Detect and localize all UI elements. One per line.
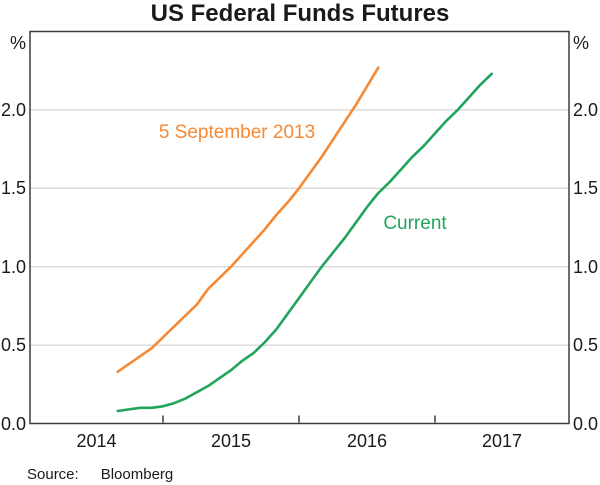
y-tick-label-right: 1.0 [573,256,599,277]
series-line-5-september-2013 [116,66,380,374]
series-label-5-september-2013: 5 September 2013 [158,122,316,143]
x-tick-label: 2015 [210,431,252,451]
plot-frame [29,30,570,425]
y-tick-label-right: 0.0 [573,413,599,434]
y-tick-label-left: 0.5 [0,335,26,356]
chart-title: US Federal Funds Futures [150,0,450,27]
y-tick-label-right: 0.5 [573,335,599,356]
y-tick-label-left: 1.0 [0,256,26,277]
source-value: Bloomberg [100,466,174,483]
y-axis-unit-right: % [573,33,590,53]
source-note: Source: Bloomberg [27,466,173,483]
y-tick-label-left: 1.5 [0,178,26,199]
y-tick-label-left: 2.0 [0,99,26,120]
x-tick-label: 2017 [481,431,523,451]
source-label: Source: [27,466,79,483]
x-tick-label: 2014 [76,431,117,451]
y-tick-label-right: 2.0 [573,99,599,120]
y-tick-label-left: 0.0 [0,413,26,434]
series-label-current: Current [383,213,447,234]
y-tick-label-right: 1.5 [573,178,599,199]
x-tick-label: 2016 [346,431,388,451]
series-line-current [116,72,494,413]
y-axis-unit-left: % [9,33,26,53]
